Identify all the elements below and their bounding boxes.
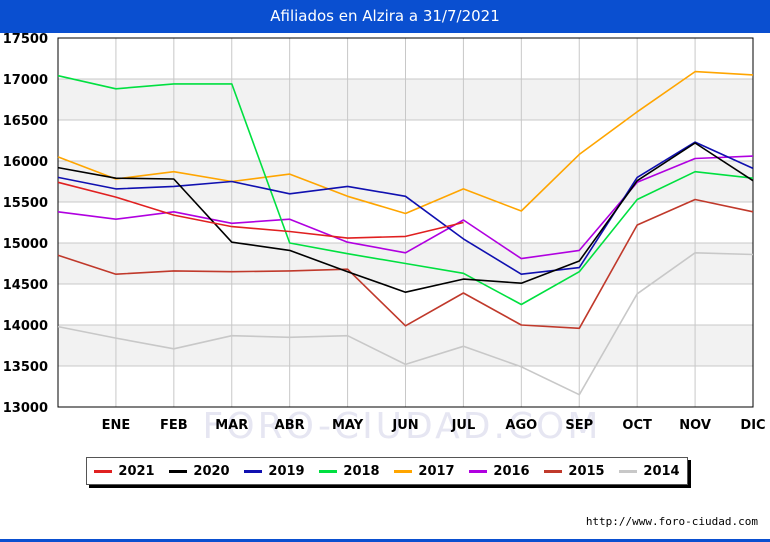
legend-label: 2017 (418, 463, 455, 479)
legend-swatch (244, 469, 263, 473)
legend-label: 2018 (343, 463, 380, 479)
legend-label: 2020 (193, 463, 230, 479)
x-tick-label: ABR (275, 418, 305, 433)
bottom-border (0, 539, 770, 542)
y-tick-label: 14500 (3, 278, 48, 293)
y-tick-label: 13000 (3, 401, 48, 416)
x-tick-label: MAY (332, 418, 364, 433)
y-tick-label: 15000 (3, 237, 48, 252)
watermark-text: FORO-CIUDAD.COM (203, 406, 602, 447)
y-tick-label: 15500 (3, 196, 48, 211)
legend-label: 2021 (118, 463, 155, 479)
x-tick-label: OCT (622, 418, 652, 433)
x-tick-label: NOV (679, 418, 711, 433)
legend-swatch (169, 469, 188, 473)
series-line-2021 (57, 181, 464, 239)
chart-title: Afiliados en Alzira a 31/7/2021 (0, 0, 770, 33)
series-line-2016 (57, 155, 754, 260)
legend-item-2018: 2018 (319, 463, 380, 479)
legend-item-2017: 2017 (394, 463, 455, 479)
series-line-2017 (57, 70, 754, 215)
x-tick-label: AGO (505, 418, 537, 433)
chart-legend: 2021 2020 2019 2018 2017 2016 2015 2014 (86, 457, 688, 485)
legend-swatch (619, 469, 638, 473)
series-line-2014 (57, 252, 754, 396)
legend-label: 2019 (268, 463, 305, 479)
y-tick-label: 14000 (3, 319, 48, 334)
x-tick-label: FEB (160, 418, 188, 433)
legend-swatch (544, 469, 563, 473)
y-tick-label: 16000 (3, 155, 48, 170)
series-line-2015 (57, 198, 754, 330)
legend-item-2015: 2015 (544, 463, 605, 479)
legend-label: 2016 (493, 463, 530, 479)
legend-label: 2015 (568, 463, 605, 479)
legend-swatch (94, 469, 113, 473)
y-tick-label: 17000 (3, 73, 48, 88)
x-tick-label: ENE (102, 418, 131, 433)
legend-item-2016: 2016 (469, 463, 530, 479)
source-url[interactable]: http://www.foro-ciudad.com (585, 515, 758, 528)
legend-item-2020: 2020 (169, 463, 230, 479)
series-line-2019 (57, 141, 754, 276)
legend-swatch (319, 469, 338, 473)
legend-item-2014: 2014 (619, 463, 680, 479)
legend-item-2021: 2021 (94, 463, 155, 479)
legend-item-2019: 2019 (244, 463, 305, 479)
legend-label: 2014 (643, 463, 680, 479)
x-tick-label: SEP (565, 418, 593, 433)
x-tick-label: JUL (451, 418, 476, 433)
plot-border (57, 37, 754, 408)
series-line-2018 (57, 74, 754, 306)
y-tick-label: 16500 (3, 114, 48, 129)
x-tick-label: JUN (391, 418, 418, 433)
legend-swatch (394, 469, 413, 473)
legend-swatch (469, 469, 488, 473)
x-tick-label: MAR (215, 418, 248, 433)
y-tick-label: 17500 (3, 32, 48, 47)
y-tick-label: 13500 (3, 360, 48, 375)
x-tick-label: DIC (740, 418, 765, 433)
series-line-2020 (57, 142, 754, 294)
